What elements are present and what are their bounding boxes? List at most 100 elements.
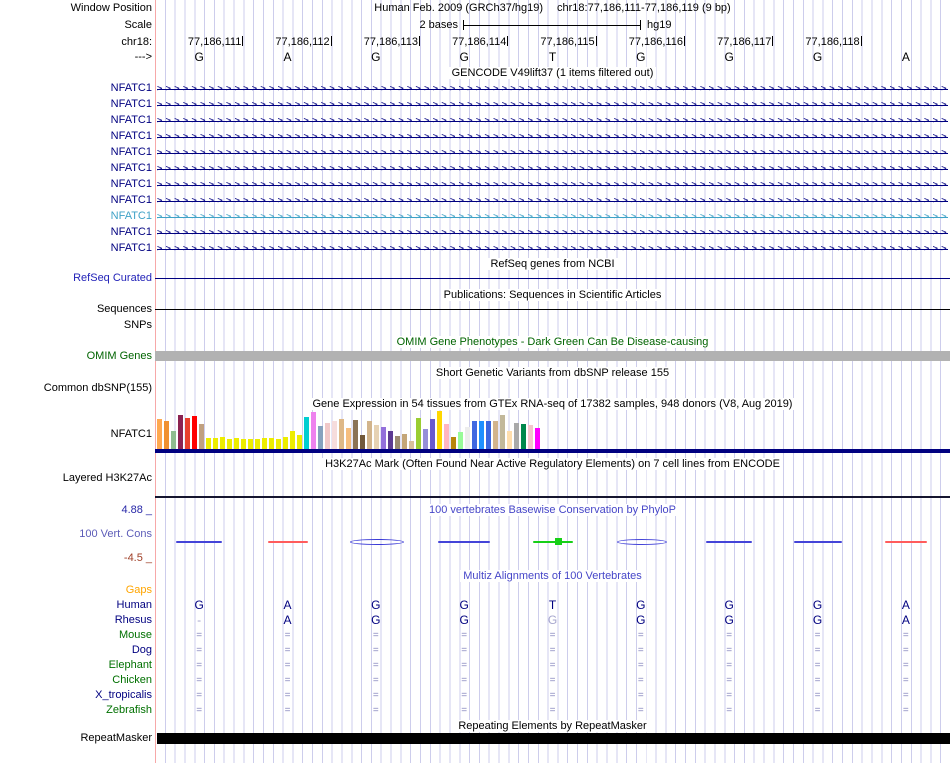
gene-item-label[interactable]: NFATC1 <box>110 114 152 126</box>
alignment-base: - <box>197 613 202 627</box>
alignment-base: = <box>372 630 379 641</box>
strand-arrows: >>>>>>>>>>>>>>>>>>>>>>>>>>>>>>>>>>>>>>>>… <box>157 196 948 206</box>
species-label[interactable]: Dog <box>131 644 152 656</box>
alignment-base: = <box>549 705 556 716</box>
alignment-base: = <box>372 690 379 701</box>
gtex-title[interactable]: Gene Expression in 54 tissues from GTEx … <box>155 397 950 411</box>
alignment-base: = <box>902 675 909 686</box>
species-label[interactable]: Chicken <box>112 674 152 686</box>
alignment-base: = <box>284 705 291 716</box>
omim-gene-bar[interactable] <box>155 351 950 361</box>
gene-item-label[interactable]: NFATC1 <box>110 98 152 110</box>
phylop-min-value: -4.5 <box>123 552 143 564</box>
ruler-tick <box>330 36 332 46</box>
gene-item[interactable]: >>>>>>>>>>>>>>>>>>>>>>>>>>>>>>>>>>>>>>>>… <box>157 145 948 161</box>
alignment-base: G <box>459 613 469 627</box>
alignment-base: G <box>636 598 646 612</box>
h3k27ac-title[interactable]: H3K27Ac Mark (Often Found Near Active Re… <box>155 457 950 471</box>
expression-bar <box>479 421 484 449</box>
gene-item[interactable]: >>>>>>>>>>>>>>>>>>>>>>>>>>>>>>>>>>>>>>>>… <box>157 161 948 177</box>
track-label-sequences[interactable]: Sequences <box>96 303 152 315</box>
gene-item[interactable]: >>>>>>>>>>>>>>>>>>>>>>>>>>>>>>>>>>>>>>>>… <box>157 129 948 145</box>
phylop-title[interactable]: 100 vertebrates Basewise Conservation by… <box>155 503 950 517</box>
species-label[interactable]: Mouse <box>118 629 152 641</box>
repeatmasker-element-bar[interactable] <box>157 733 950 744</box>
refseq-title-text: RefSeq genes from NCBI <box>487 258 618 270</box>
alignment-base: = <box>814 675 821 686</box>
track-label-gaps[interactable]: Gaps <box>125 584 152 596</box>
species-label[interactable]: Rhesus <box>114 614 152 626</box>
track-label-layered-h3k27ac[interactable]: Layered H3K27Ac <box>62 472 152 484</box>
gene-item-label[interactable]: NFATC1 <box>110 82 152 94</box>
ruler-tick <box>418 36 420 46</box>
gene-item-label[interactable]: NFATC1 <box>110 162 152 174</box>
scale-bar <box>463 20 641 30</box>
phylop-title-text: 100 vertebrates Basewise Conservation by… <box>425 504 680 516</box>
alignment-base: = <box>549 630 556 641</box>
gene-item[interactable]: >>>>>>>>>>>>>>>>>>>>>>>>>>>>>>>>>>>>>>>>… <box>157 225 948 241</box>
gene-item-label[interactable]: NFATC1 <box>110 194 152 206</box>
alignment-base: = <box>637 630 644 641</box>
omim-title[interactable]: OMIM Gene Phenotypes - Dark Green Can Be… <box>155 335 950 349</box>
gene-item[interactable]: >>>>>>>>>>>>>>>>>>>>>>>>>>>>>>>>>>>>>>>>… <box>157 81 948 97</box>
conservation-dot <box>554 538 562 545</box>
h3k27ac-title-text: H3K27Ac Mark (Often Found Near Active Re… <box>322 458 783 470</box>
conservation-mark <box>706 541 753 543</box>
gene-item-label[interactable]: NFATC1 <box>110 242 152 254</box>
gene-item-label[interactable]: NFATC1 <box>110 178 152 190</box>
species-label[interactable]: Zebrafish <box>106 704 152 716</box>
track-label-gtex-nfatc1[interactable]: NFATC1 <box>110 428 152 440</box>
sequences-item[interactable] <box>155 309 950 310</box>
expression-bar <box>248 439 253 449</box>
expression-bar <box>458 432 463 449</box>
alignment-base: A <box>283 598 292 612</box>
refseq-title[interactable]: RefSeq genes from NCBI <box>155 257 950 271</box>
ruler-position-text: 77,186,114 <box>452 36 507 48</box>
scale-value: 2 bases <box>419 19 458 31</box>
species-label[interactable]: Elephant <box>108 659 152 671</box>
expression-bar <box>493 421 498 449</box>
ruler-position-text: 77,186,112 <box>275 36 330 48</box>
expression-bar <box>381 427 386 449</box>
expression-bar <box>276 439 281 449</box>
gene-item-label[interactable]: NFATC1 <box>110 130 152 142</box>
multiz-title[interactable]: Multiz Alignments of 100 Vertebrates <box>155 569 950 583</box>
gtex-bar-chart[interactable] <box>157 407 540 449</box>
alignment-base: = <box>637 675 644 686</box>
dbsnp-title[interactable]: Short Genetic Variants from dbSNP releas… <box>155 366 950 380</box>
repeatmasker-title[interactable]: Repeating Elements by RepeatMasker <box>155 719 950 733</box>
publications-title[interactable]: Publications: Sequences in Scientific Ar… <box>155 288 950 302</box>
alignment-base: = <box>372 645 379 656</box>
species-label[interactable]: X_tropicalis <box>95 689 152 701</box>
gene-item[interactable]: >>>>>>>>>>>>>>>>>>>>>>>>>>>>>>>>>>>>>>>>… <box>157 97 948 113</box>
phylop-max-tick: _ <box>145 504 152 516</box>
ruler-position: 77,186,113 <box>332 35 420 50</box>
alignment-base: = <box>814 705 821 716</box>
alignment-base: A <box>283 613 292 627</box>
track-label-omim-genes[interactable]: OMIM Genes <box>86 350 152 362</box>
alignment-base: = <box>196 675 203 686</box>
track-label-refseq-curated[interactable]: RefSeq Curated <box>73 272 152 284</box>
gene-item[interactable]: >>>>>>>>>>>>>>>>>>>>>>>>>>>>>>>>>>>>>>>>… <box>157 113 948 129</box>
gencode-title[interactable]: GENCODE V49lift37 (1 items filtered out) <box>155 66 950 80</box>
track-label-common-dbsnp[interactable]: Common dbSNP(155) <box>43 382 152 394</box>
gene-item-label[interactable]: NFATC1 <box>110 226 152 238</box>
gene-item-label[interactable]: NFATC1 <box>110 210 152 222</box>
alignment-base: = <box>814 645 821 656</box>
gene-item[interactable]: >>>>>>>>>>>>>>>>>>>>>>>>>>>>>>>>>>>>>>>>… <box>157 241 948 257</box>
conservation-mark <box>616 539 667 545</box>
ruler-base: G <box>459 50 469 64</box>
track-label-snps[interactable]: SNPs <box>123 319 152 331</box>
gene-item-line <box>157 137 948 138</box>
gene-item[interactable]: >>>>>>>>>>>>>>>>>>>>>>>>>>>>>>>>>>>>>>>>… <box>157 177 948 193</box>
expression-bar <box>234 438 239 449</box>
gene-item[interactable]: >>>>>>>>>>>>>>>>>>>>>>>>>>>>>>>>>>>>>>>>… <box>157 193 948 209</box>
gene-item[interactable]: >>>>>>>>>>>>>>>>>>>>>>>>>>>>>>>>>>>>>>>>… <box>157 209 948 225</box>
species-label[interactable]: Human <box>116 599 152 611</box>
gene-item-label[interactable]: NFATC1 <box>110 146 152 158</box>
track-label-vert-cons[interactable]: 100 Vert. Cons <box>79 528 152 540</box>
refseq-curated-item[interactable] <box>155 278 950 279</box>
track-label-repeatmasker[interactable]: RepeatMasker <box>80 732 152 744</box>
expression-bar <box>297 435 302 449</box>
gene-item-line <box>157 185 948 186</box>
